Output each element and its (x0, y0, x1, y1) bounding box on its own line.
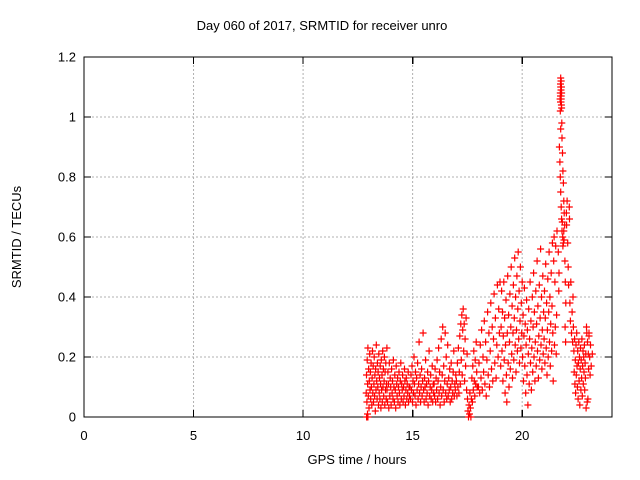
x-tick-label: 5 (190, 428, 197, 443)
y-tick-label: 0.8 (58, 170, 76, 185)
y-tick-label: 1.2 (58, 50, 76, 65)
y-tick-label: 1 (69, 110, 76, 125)
x-axis-label: GPS time / hours (308, 452, 407, 467)
x-tick-label: 20 (515, 428, 529, 443)
x-tick-label: 0 (80, 428, 87, 443)
y-tick-label: 0 (69, 410, 76, 425)
x-tick-label: 10 (296, 428, 310, 443)
y-tick-label: 0.4 (58, 290, 76, 305)
y-tick-label: 0.6 (58, 230, 76, 245)
x-tick-label: 15 (405, 428, 419, 443)
axis-ticks (83, 56, 612, 418)
y-axis-label: SRMTID / TECUs (9, 185, 24, 288)
grid-lines (84, 57, 612, 417)
scatter-points-srmtid (362, 74, 596, 421)
chart-title: Day 060 of 2017, SRMTID for receiver unr… (197, 18, 448, 33)
y-tick-label: 0.2 (58, 350, 76, 365)
